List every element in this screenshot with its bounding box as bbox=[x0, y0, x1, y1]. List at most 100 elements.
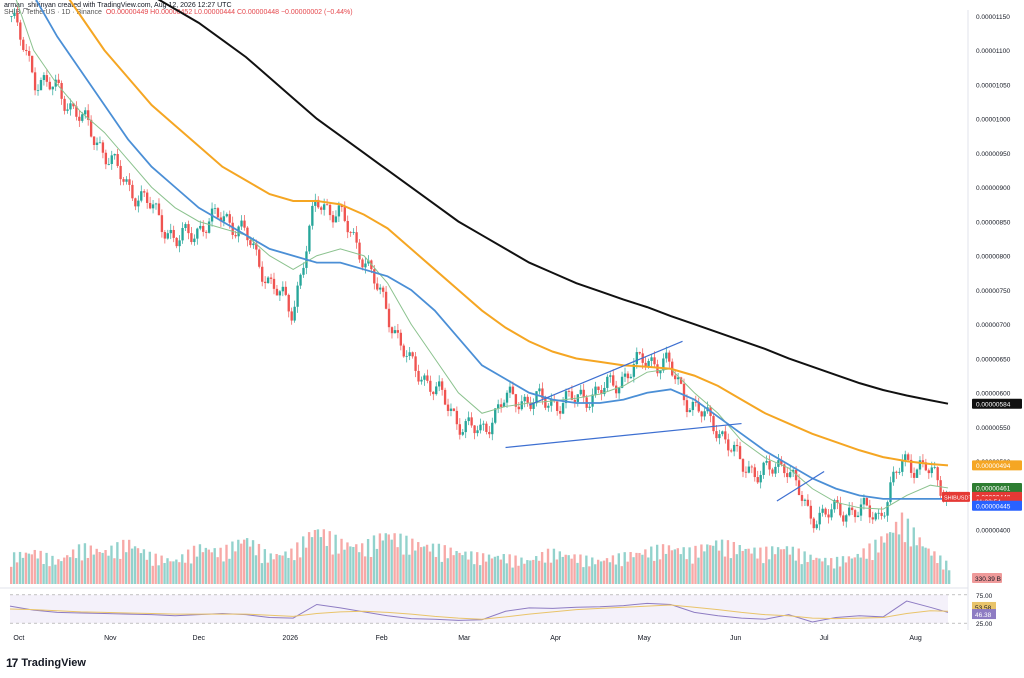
volume-bar bbox=[290, 548, 293, 584]
candle-body bbox=[172, 229, 175, 238]
candle-body bbox=[564, 391, 568, 404]
candle-body bbox=[685, 400, 689, 413]
candle-body bbox=[494, 408, 497, 423]
volume-bar bbox=[27, 553, 31, 584]
volume-bar bbox=[847, 556, 851, 584]
candle-body bbox=[511, 386, 515, 395]
volume-bar bbox=[720, 539, 724, 584]
candle-body bbox=[620, 376, 624, 388]
y-tick-label: 0.00001050 bbox=[976, 82, 1011, 89]
volume-bar bbox=[210, 552, 213, 584]
volume-bar bbox=[425, 544, 429, 584]
candle-body bbox=[178, 240, 181, 247]
volume-bar bbox=[10, 566, 13, 584]
candle-body bbox=[865, 498, 869, 506]
candle-body bbox=[128, 179, 131, 185]
volume-bar bbox=[381, 540, 385, 584]
volume-bar bbox=[254, 555, 258, 584]
candle-body bbox=[346, 220, 349, 233]
volume-bar bbox=[532, 559, 535, 584]
candle-body bbox=[682, 383, 686, 401]
volume-bar bbox=[750, 553, 753, 584]
candle-body bbox=[732, 444, 736, 452]
candle-body bbox=[895, 471, 898, 473]
volume-bar bbox=[408, 554, 411, 584]
candle-body bbox=[662, 358, 665, 371]
candle-body bbox=[629, 376, 633, 379]
volume-bar bbox=[207, 549, 210, 584]
volume-bar bbox=[664, 553, 668, 584]
volume-bar bbox=[827, 565, 830, 584]
volume-bar bbox=[732, 541, 736, 584]
candle-body bbox=[213, 208, 217, 209]
tradingview-logo[interactable]: 17 TradingView bbox=[6, 656, 86, 670]
volume-bar bbox=[924, 547, 927, 584]
volume-bar bbox=[446, 558, 449, 584]
candle-body bbox=[81, 114, 84, 121]
volume-bar bbox=[18, 551, 22, 584]
volume-bar bbox=[818, 558, 821, 584]
y-tick-label: 0.00000600 bbox=[976, 391, 1011, 398]
candle-body bbox=[780, 460, 783, 465]
volume-bar bbox=[579, 554, 582, 584]
volume-bar bbox=[900, 512, 904, 584]
volume-bar bbox=[726, 540, 730, 584]
volume-bar bbox=[694, 545, 697, 584]
volume-bar bbox=[48, 566, 51, 584]
volume-bar bbox=[874, 539, 877, 584]
candle-body bbox=[202, 225, 205, 232]
volume-bar bbox=[68, 557, 72, 584]
volume-bar bbox=[473, 564, 476, 584]
candle-body bbox=[880, 512, 883, 516]
volume-bar bbox=[110, 545, 113, 584]
candle-body bbox=[762, 462, 765, 475]
volume-bar bbox=[776, 547, 780, 584]
candle-body bbox=[151, 204, 155, 209]
candle-body bbox=[791, 469, 795, 473]
candle-body bbox=[461, 432, 464, 435]
candle-body bbox=[721, 431, 724, 435]
ma-line bbox=[35, 0, 948, 500]
volume-bar bbox=[116, 542, 119, 584]
candle-body bbox=[258, 249, 261, 267]
volume-bar bbox=[738, 545, 741, 584]
candle-body bbox=[36, 90, 40, 92]
volume-bar bbox=[213, 548, 216, 584]
volume-bar bbox=[773, 554, 777, 584]
x-tick-label: Jun bbox=[730, 635, 741, 642]
volume-bar bbox=[576, 562, 579, 584]
candle-body bbox=[476, 430, 479, 434]
candle-body bbox=[452, 408, 456, 411]
volume-bar bbox=[299, 557, 302, 584]
candle-body bbox=[614, 385, 618, 394]
candle-body bbox=[647, 360, 650, 367]
candle-body bbox=[225, 214, 228, 217]
volume-bar bbox=[405, 535, 408, 584]
candle-body bbox=[299, 274, 302, 286]
candle-body bbox=[735, 444, 739, 447]
candle-body bbox=[529, 402, 532, 409]
candle-body bbox=[352, 232, 355, 233]
y-tick-label: 0.00000800 bbox=[976, 254, 1011, 261]
x-tick-label: Nov bbox=[104, 635, 117, 642]
volume-bar bbox=[422, 546, 426, 584]
candle-body bbox=[753, 467, 756, 478]
candle-body bbox=[19, 22, 22, 40]
candle-body bbox=[113, 154, 116, 156]
volume-bar bbox=[234, 551, 237, 584]
volume-bar bbox=[145, 559, 149, 584]
candle-body bbox=[234, 234, 237, 237]
candle-body bbox=[812, 518, 815, 529]
candle-body bbox=[499, 404, 503, 407]
candle-body bbox=[449, 408, 453, 411]
volume-bar bbox=[871, 560, 874, 584]
candle-body bbox=[889, 482, 892, 503]
volume-bar bbox=[263, 549, 267, 584]
volume-bar bbox=[372, 535, 376, 584]
volume-bar bbox=[12, 552, 16, 584]
volume-bar bbox=[198, 544, 202, 584]
candle-body bbox=[216, 208, 220, 218]
volume-bar bbox=[296, 542, 299, 584]
candle-body bbox=[252, 243, 255, 246]
